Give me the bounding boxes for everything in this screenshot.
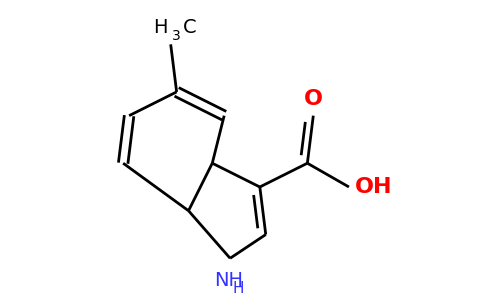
Text: OH: OH bbox=[355, 177, 393, 197]
Text: C: C bbox=[182, 18, 196, 37]
Text: H: H bbox=[232, 281, 243, 296]
Text: O: O bbox=[304, 88, 323, 109]
Text: 3: 3 bbox=[172, 29, 181, 43]
Text: H: H bbox=[153, 18, 168, 37]
Text: NH: NH bbox=[214, 272, 243, 290]
